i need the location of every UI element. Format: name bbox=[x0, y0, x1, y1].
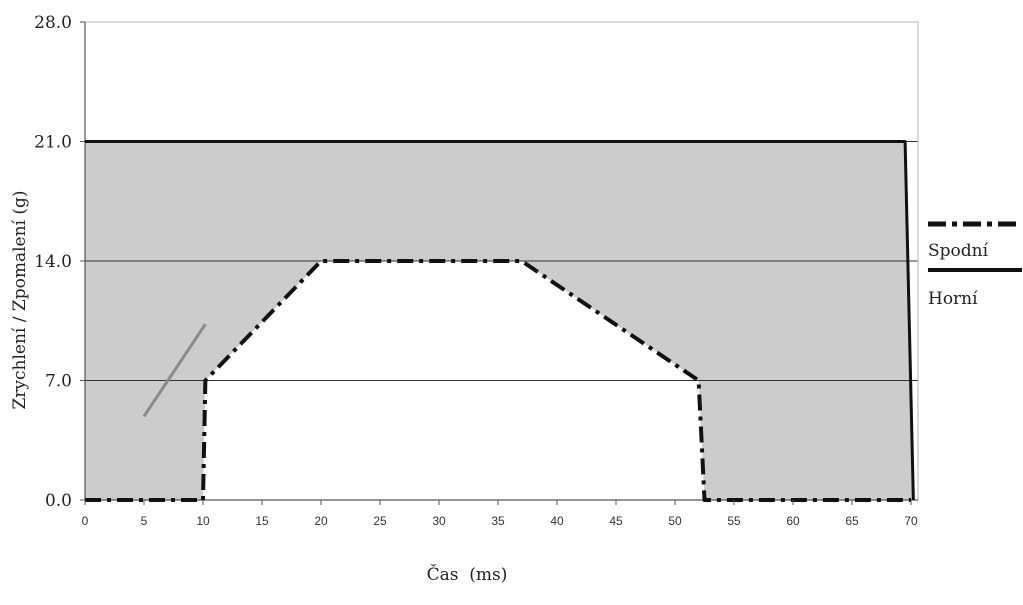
legend: Spodní Horní bbox=[928, 221, 1022, 309]
y-ticks: 0.0 7.0 14.0 21.0 28.0 bbox=[34, 13, 85, 511]
x-tick-label: 60 bbox=[786, 514, 800, 528]
series-line-horni bbox=[85, 140, 915, 501]
x-tick-label: 15 bbox=[255, 514, 269, 528]
x-tick-label: 65 bbox=[845, 514, 859, 528]
x-tick-label: 5 bbox=[141, 514, 148, 528]
y-axis-title: Zrychlení / Zpomalení (g) bbox=[10, 190, 30, 409]
x-tick-label: 0 bbox=[82, 514, 89, 528]
series-layer bbox=[85, 140, 915, 502]
x-tick-label: 30 bbox=[432, 514, 446, 528]
series-line-spodni bbox=[85, 259, 911, 502]
legend-label-horni: Horní bbox=[928, 289, 978, 309]
x-tick-label: 10 bbox=[196, 514, 210, 528]
legend-label-spodni: Spodní bbox=[928, 241, 989, 261]
corridor-area bbox=[85, 141, 914, 500]
y-tick-label: 14.0 bbox=[34, 252, 72, 272]
x-tick-label: 50 bbox=[668, 514, 682, 528]
x-axis-title: Čas (ms) bbox=[427, 564, 508, 585]
x-tick-label: 25 bbox=[373, 514, 387, 528]
x-tick-label: 55 bbox=[727, 514, 741, 528]
x-tick-label: 40 bbox=[550, 514, 564, 528]
x-tick-label: 70 bbox=[904, 514, 918, 528]
y-tick-label: 28.0 bbox=[34, 13, 72, 33]
x-ticks: 0 5 10 15 20 25 30 35 40 45 50 55 60 65 70 bbox=[82, 500, 918, 528]
x-tick-label: 45 bbox=[609, 514, 623, 528]
y-tick-label: 0.0 bbox=[45, 491, 72, 511]
y-tick-label: 21.0 bbox=[34, 133, 72, 153]
y-tick-label: 7.0 bbox=[45, 372, 72, 392]
x-tick-label: 20 bbox=[314, 514, 328, 528]
slope-marker-line bbox=[142, 323, 207, 418]
x-tick-label: 35 bbox=[491, 514, 505, 528]
